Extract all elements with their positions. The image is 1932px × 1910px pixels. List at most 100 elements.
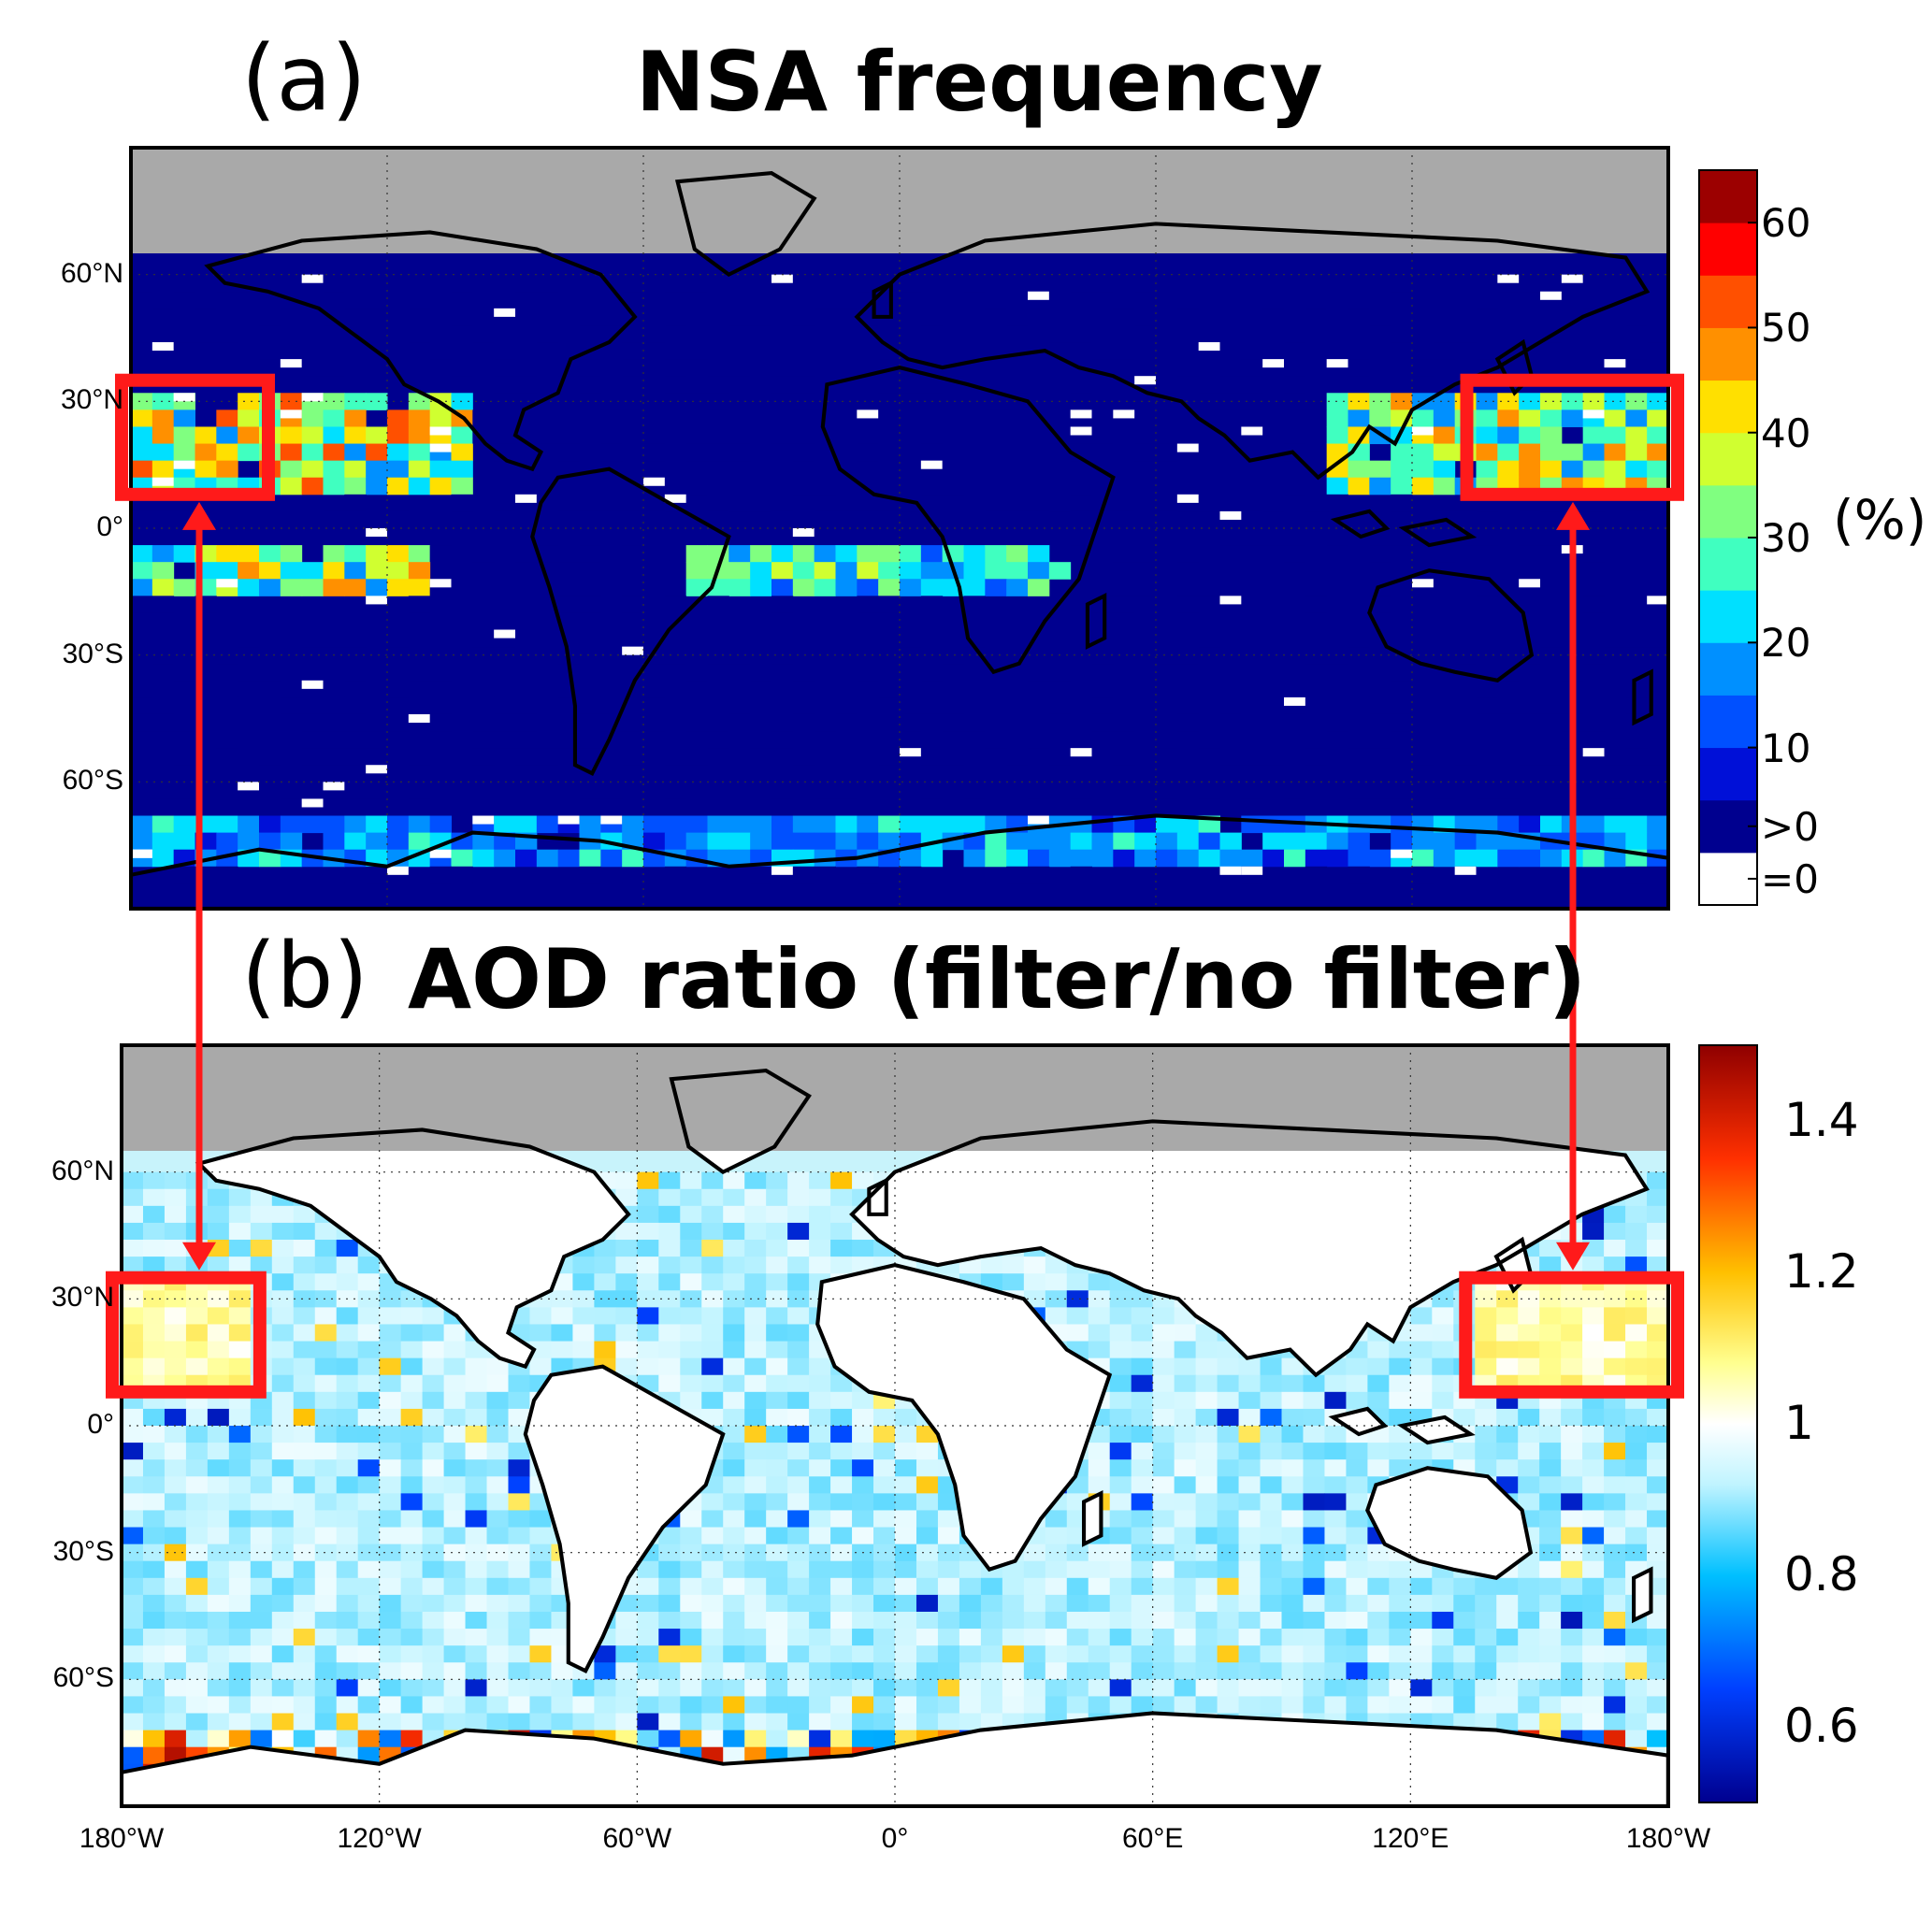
heatmap-cell	[486, 1713, 509, 1731]
heatmap-cell	[280, 545, 303, 563]
heatmap-cell	[1475, 1459, 1497, 1477]
heatmap-cell	[486, 1391, 509, 1410]
heatmap-cell	[1518, 1493, 1540, 1511]
heatmap-cell	[937, 1510, 960, 1529]
heatmap-cell	[1217, 1560, 1240, 1579]
heatmap-cell	[1647, 629, 1668, 648]
heatmap-cell	[830, 1222, 853, 1241]
heatmap-cell	[1070, 477, 1092, 495]
heatmap-cell	[1281, 1527, 1304, 1545]
heatmap-cell	[1156, 409, 1178, 427]
heatmap-cell	[895, 1544, 917, 1562]
heatmap-cell	[1604, 1459, 1626, 1477]
heatmap-cell	[900, 731, 922, 749]
heatmap-cell	[400, 1493, 424, 1511]
heatmap-cell	[1131, 1696, 1154, 1715]
heatmap-cell	[486, 1679, 509, 1697]
heatmap-cell	[314, 1341, 338, 1359]
heatmap-cell	[579, 713, 601, 732]
heatmap-cell	[122, 1408, 144, 1427]
heatmap-cell	[486, 1408, 509, 1427]
heatmap-cell	[900, 612, 922, 631]
heatmap-cell	[1048, 494, 1072, 512]
heatmap-cell	[857, 426, 879, 445]
heatmap-cell	[336, 1408, 359, 1427]
heatmap-cell	[271, 1493, 295, 1511]
heatmap-cell	[852, 1391, 874, 1410]
heatmap-cell	[323, 815, 345, 834]
heatmap-cell	[1539, 1341, 1562, 1359]
heatmap-cell	[216, 545, 238, 563]
heatmap-cell	[878, 832, 901, 851]
heatmap-cell	[1582, 291, 1605, 309]
heatmap-cell	[293, 1408, 316, 1427]
heatmap-cell	[336, 1459, 359, 1477]
heatmap-cell	[1625, 612, 1648, 631]
heatmap-cell	[1176, 274, 1200, 293]
heatmap-cell	[852, 1510, 874, 1529]
heatmap-cell	[685, 697, 708, 715]
heatmap-cell	[207, 1527, 230, 1545]
heatmap-cell	[357, 1611, 381, 1630]
heatmap-cell	[579, 510, 601, 529]
heatmap-cell	[920, 697, 944, 715]
heatmap-cell	[1238, 1374, 1262, 1393]
heatmap-cell	[1625, 1222, 1648, 1241]
heatmap-cell	[336, 1357, 359, 1376]
heatmap-cell	[878, 510, 901, 529]
heatmap-cell	[1028, 528, 1050, 546]
heatmap-cell	[1217, 1577, 1240, 1596]
heatmap-cell	[1540, 765, 1563, 783]
heatmap-cell	[301, 731, 324, 749]
heatmap-cell	[228, 1324, 252, 1343]
heatmap-cell	[357, 1324, 381, 1343]
heatmap-cell	[916, 1544, 939, 1562]
heatmap-cell	[1198, 798, 1220, 817]
heatmap-cell	[250, 1730, 273, 1748]
heatmap-cell	[387, 782, 410, 799]
heatmap-cell	[814, 883, 836, 901]
heatmap-cell	[723, 1544, 745, 1562]
heatmap-cell	[1174, 1662, 1197, 1680]
heatmap-cell	[766, 1611, 788, 1630]
heatmap-cell	[1367, 1577, 1390, 1596]
heatmap-cell	[1028, 663, 1050, 682]
heatmap-cell	[594, 1273, 616, 1291]
heatmap-cell	[1088, 1307, 1111, 1325]
heatmap-cell	[173, 731, 195, 749]
heatmap-cell	[1625, 1645, 1648, 1663]
heatmap-cell-zero	[173, 460, 195, 469]
heatmap-cell	[259, 832, 281, 851]
heatmap-cell	[207, 1307, 230, 1325]
heatmap-cell	[207, 1493, 230, 1511]
heatmap-cell	[400, 1645, 424, 1663]
heatmap-cell	[379, 1290, 402, 1308]
heatmap-cell	[301, 426, 324, 445]
heatmap-cell	[1070, 798, 1092, 817]
heatmap-cell	[744, 1560, 767, 1579]
heatmap-cell	[1326, 409, 1348, 427]
heatmap-cell	[637, 1594, 659, 1613]
heatmap-cell	[594, 1240, 616, 1257]
heatmap-cell	[164, 1426, 187, 1443]
heatmap-cell	[1519, 765, 1541, 783]
heatmap-cell	[1156, 528, 1178, 546]
heatmap-cell	[1219, 460, 1242, 479]
heatmap-cell	[429, 663, 452, 682]
panel-b-label: (b)	[241, 924, 368, 1028]
heatmap-cell	[744, 1341, 767, 1359]
heatmap-cell	[1174, 1493, 1197, 1511]
heatmap-cell	[443, 1645, 467, 1663]
heatmap-cell	[486, 1374, 509, 1393]
heatmap-cell	[1174, 1341, 1197, 1359]
heatmap-cell	[809, 1696, 831, 1715]
heatmap-cell	[1238, 1611, 1262, 1630]
heatmap-cell	[744, 1222, 767, 1241]
heatmap-cell	[1475, 1357, 1497, 1376]
heatmap-cell	[1647, 1476, 1668, 1494]
heatmap-cell	[494, 376, 516, 394]
heatmap-cell	[207, 1408, 230, 1427]
heatmap-cell	[1476, 460, 1498, 479]
heatmap-cell	[314, 1426, 338, 1443]
heatmap-cell	[707, 646, 729, 665]
